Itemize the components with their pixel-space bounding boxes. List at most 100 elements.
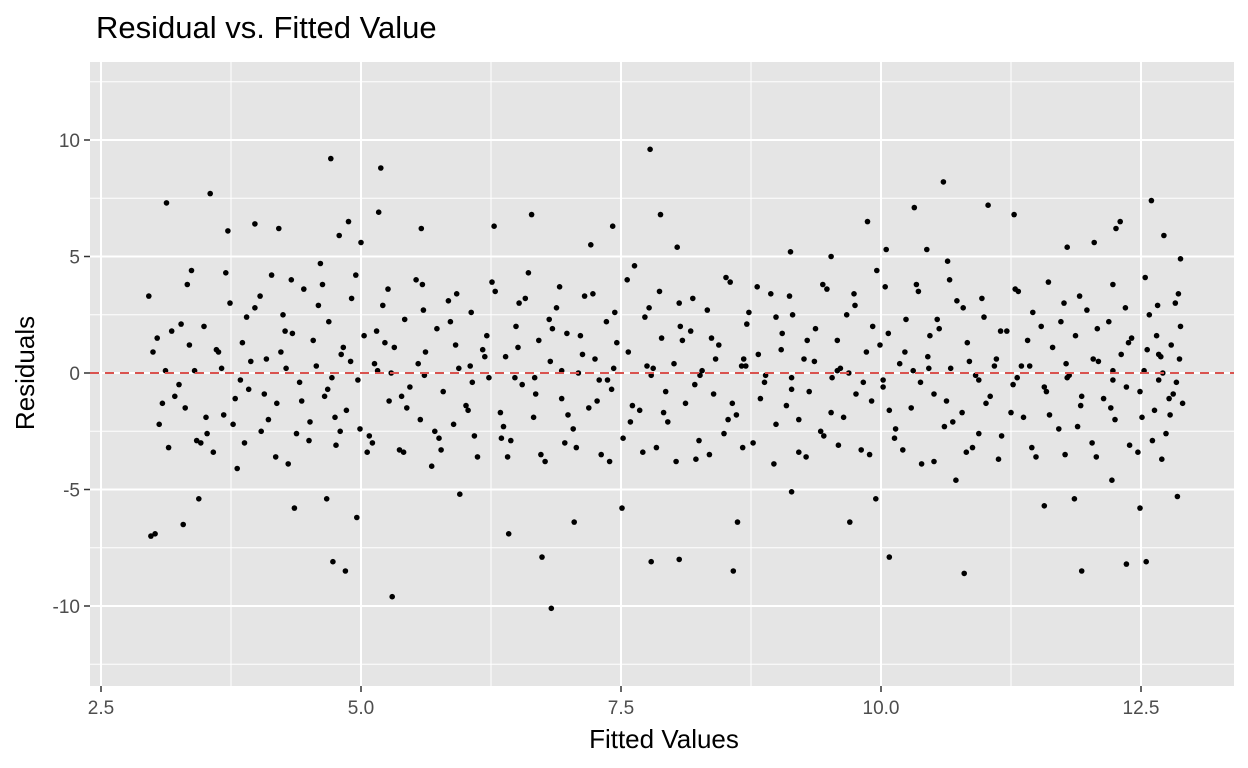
data-point [467,363,474,369]
data-point [248,358,254,365]
data-point [396,447,403,453]
data-point [188,267,195,274]
data-point [738,363,745,369]
data-point [1173,379,1180,386]
data-point [1090,356,1096,362]
data-point [817,428,824,435]
data-point [186,342,193,348]
data-point [404,405,410,411]
data-point [1122,305,1129,311]
data-point [556,284,563,290]
data-point [964,339,971,346]
data-point [647,146,653,153]
data-point [739,444,746,451]
data-point [401,316,408,323]
data-point [1168,342,1174,348]
data-point [1049,344,1056,351]
data-point [653,444,660,451]
data-point [436,435,442,442]
data-point [386,398,392,404]
data-point [280,312,286,318]
data-point [924,246,930,253]
data-point [950,419,956,425]
data-point [778,346,784,353]
data-point [873,496,879,502]
data-point [530,414,537,421]
data-point [345,218,352,225]
data-point [513,323,519,330]
data-point [293,430,300,437]
data-point [1174,493,1181,500]
data-point [1012,286,1018,292]
data-point [812,325,819,332]
data-point [693,456,699,463]
data-point [285,461,292,467]
data-point [910,367,916,374]
data-point [400,449,407,456]
data-point [159,400,166,407]
data-point [1123,561,1130,567]
data-point [422,349,429,355]
data-point [328,155,334,162]
data-point [184,281,191,288]
data-point [1038,323,1044,330]
data-point [343,407,350,414]
data-point [474,454,481,460]
data-point [598,451,604,458]
data-point [677,323,684,330]
data-point [592,356,598,362]
data-point [420,307,427,313]
data-point [1146,312,1153,318]
data-point [324,386,331,393]
data-point [676,300,682,306]
data-point [1074,423,1081,430]
data-point [1144,346,1150,353]
data-point [773,314,779,320]
data-point [342,568,349,574]
data-point [154,335,160,341]
data-point [457,491,463,498]
data-point [150,349,156,355]
data-point [375,209,382,215]
y-tick-label: -5 [63,481,80,502]
data-point [178,321,184,327]
data-point [610,365,617,372]
data-point [603,318,610,325]
data-point [539,554,545,560]
data-point [577,332,584,339]
data-point [963,449,970,456]
data-point [1123,384,1130,390]
data-point [911,204,918,211]
data-point [631,263,638,269]
data-point [156,421,162,428]
data-point [913,281,920,288]
data-point [391,344,398,351]
data-point [644,363,650,369]
data-point [969,444,976,451]
data-point [504,454,511,460]
data-point [744,321,750,327]
data-point [338,351,345,358]
data-point [976,377,982,383]
data-point [657,211,664,218]
data-point [245,386,252,393]
data-point [944,258,951,265]
data-point [656,288,663,295]
data-point [505,531,512,537]
data-point [450,421,457,428]
data-point [220,412,227,418]
data-point [369,440,376,446]
data-point [588,242,594,248]
data-point [927,332,933,339]
data-point [1117,218,1123,225]
data-point [682,400,689,407]
data-point [979,295,985,302]
y-axis: -10 -5 0 5 10 [53,131,90,618]
data-point [696,437,702,444]
data-point [886,407,893,414]
data-point [330,558,336,565]
data-point [1071,496,1078,502]
data-point [516,300,522,306]
data-point [1024,337,1031,344]
